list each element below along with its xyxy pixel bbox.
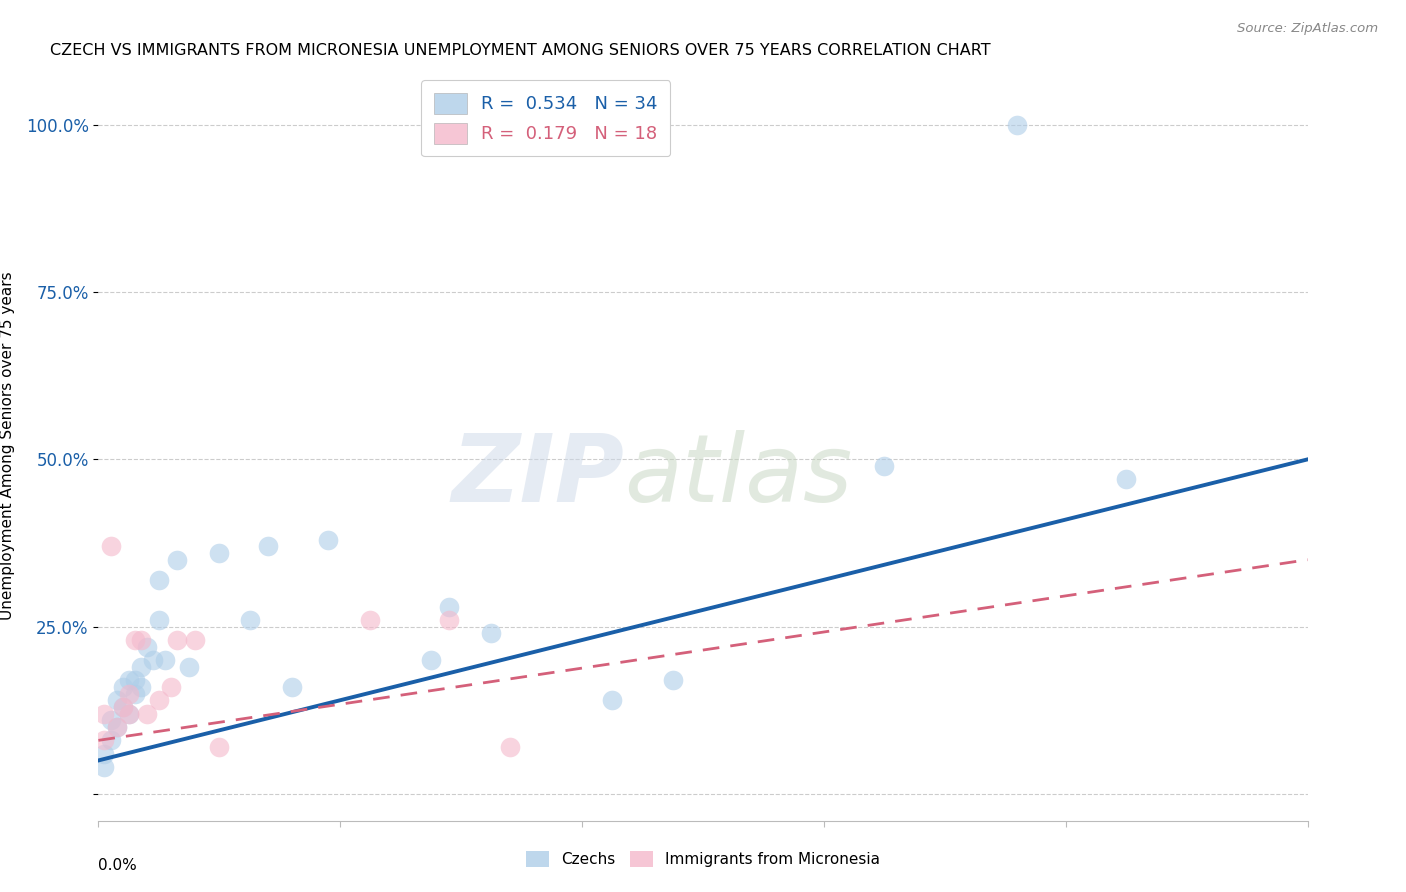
Point [142, 653, 165, 667]
Point [93, 747, 115, 761]
Y-axis label: Unemployment Among Seniors over 75 years: Unemployment Among Seniors over 75 years [0, 272, 14, 620]
Point [111, 699, 134, 714]
Point [153, 653, 176, 667]
Point [148, 573, 170, 587]
Point [281, 680, 304, 694]
Point [124, 633, 146, 648]
Point [239, 613, 262, 627]
Point [118, 673, 141, 688]
Point [437, 613, 460, 627]
Point [208, 546, 231, 560]
Point [100, 733, 122, 747]
Point [93, 733, 115, 747]
Point [129, 660, 152, 674]
Point [316, 533, 339, 547]
Point [93, 760, 115, 774]
Point [160, 680, 183, 694]
Point [1115, 473, 1137, 487]
Text: atlas: atlas [624, 431, 852, 522]
Point [208, 740, 231, 755]
Point [135, 706, 157, 721]
Point [420, 653, 443, 667]
Point [184, 633, 207, 648]
Point [166, 553, 188, 567]
Point [124, 687, 146, 701]
Point [118, 706, 141, 721]
Point [129, 680, 152, 694]
Point [498, 740, 520, 755]
Point [105, 720, 128, 734]
Legend: Czechs, Immigrants from Micronesia: Czechs, Immigrants from Micronesia [519, 845, 887, 873]
Text: 0.0%: 0.0% [98, 858, 138, 873]
Point [93, 706, 115, 721]
Point [179, 660, 201, 674]
Point [256, 539, 278, 553]
Point [118, 687, 141, 701]
Point [148, 693, 170, 707]
Point [166, 633, 188, 648]
Point [148, 613, 170, 627]
Point [100, 539, 122, 553]
Point [118, 706, 141, 721]
Point [100, 714, 122, 728]
Point [602, 693, 624, 707]
Point [105, 693, 128, 707]
Point [111, 699, 134, 714]
Text: Source: ZipAtlas.com: Source: ZipAtlas.com [1237, 22, 1378, 36]
Point [135, 640, 157, 654]
Point [873, 459, 896, 474]
Point [129, 633, 152, 648]
Point [661, 673, 683, 688]
Point [105, 720, 128, 734]
Point [1007, 118, 1029, 132]
Point [360, 613, 382, 627]
Point [124, 673, 146, 688]
Point [437, 599, 460, 614]
Point [481, 626, 503, 640]
Point [111, 680, 134, 694]
Text: ZIP: ZIP [451, 430, 624, 522]
Text: CZECH VS IMMIGRANTS FROM MICRONESIA UNEMPLOYMENT AMONG SENIORS OVER 75 YEARS COR: CZECH VS IMMIGRANTS FROM MICRONESIA UNEM… [51, 43, 991, 58]
